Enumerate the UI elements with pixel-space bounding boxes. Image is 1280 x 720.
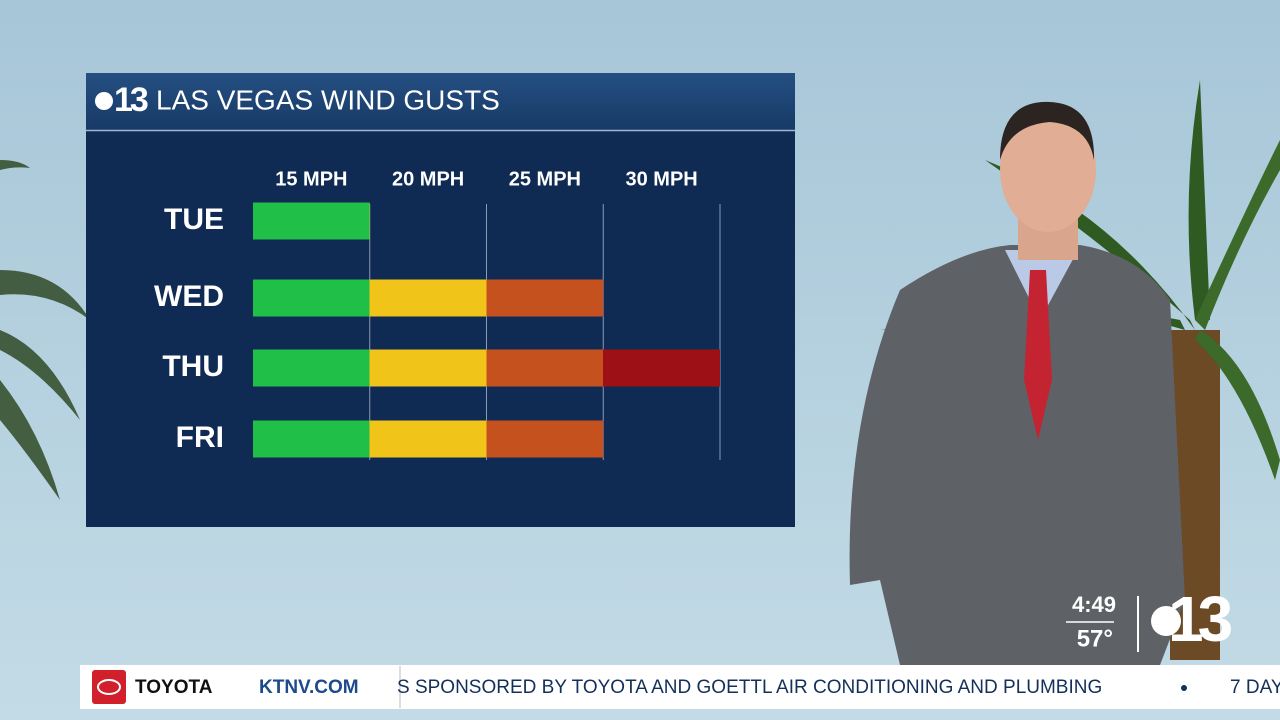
bar	[253, 420, 604, 458]
presenter	[849, 101, 1185, 665]
bar	[253, 279, 604, 317]
crawl-dot	[1181, 685, 1187, 691]
toyota-badge	[92, 670, 126, 704]
plot: 15 MPH 20 MPH 25 MPH 30 MPH TUE WED THU FRI	[154, 168, 721, 460]
y-tick-label: WED	[154, 280, 224, 313]
bar	[253, 349, 720, 387]
y-tick-label: THU	[162, 350, 224, 383]
x-tick-label: 25 MPH	[509, 168, 581, 190]
palm-left	[0, 160, 90, 500]
clock: 4:49	[1072, 592, 1116, 617]
x-tick-label: 15 MPH	[275, 168, 347, 190]
y-tick-label: TUE	[164, 203, 224, 236]
temperature: 57°	[1077, 625, 1113, 652]
bug-logo: 13	[1168, 583, 1232, 655]
sponsor: TOYOTA	[135, 677, 213, 698]
site: KTNV.COM	[259, 677, 359, 698]
logo: 13	[114, 81, 148, 119]
toyota-emblem	[97, 679, 121, 695]
chart-title: LAS VEGAS WIND GUSTS	[156, 84, 500, 115]
y-tick-label: FRI	[176, 421, 224, 454]
abc-badge	[1151, 606, 1181, 636]
ticker-bar	[80, 665, 1280, 709]
x-tick-label: 20 MPH	[392, 168, 464, 190]
crawl: S SPONSORED BY TOYOTA AND GOETTL AIR CON…	[397, 677, 1102, 698]
chart-header	[86, 73, 795, 130]
crawl-next: 7 DAY	[1230, 677, 1280, 698]
bar	[253, 202, 370, 240]
x-tick-label: 30 MPH	[626, 168, 698, 190]
abc-badge	[95, 92, 113, 110]
